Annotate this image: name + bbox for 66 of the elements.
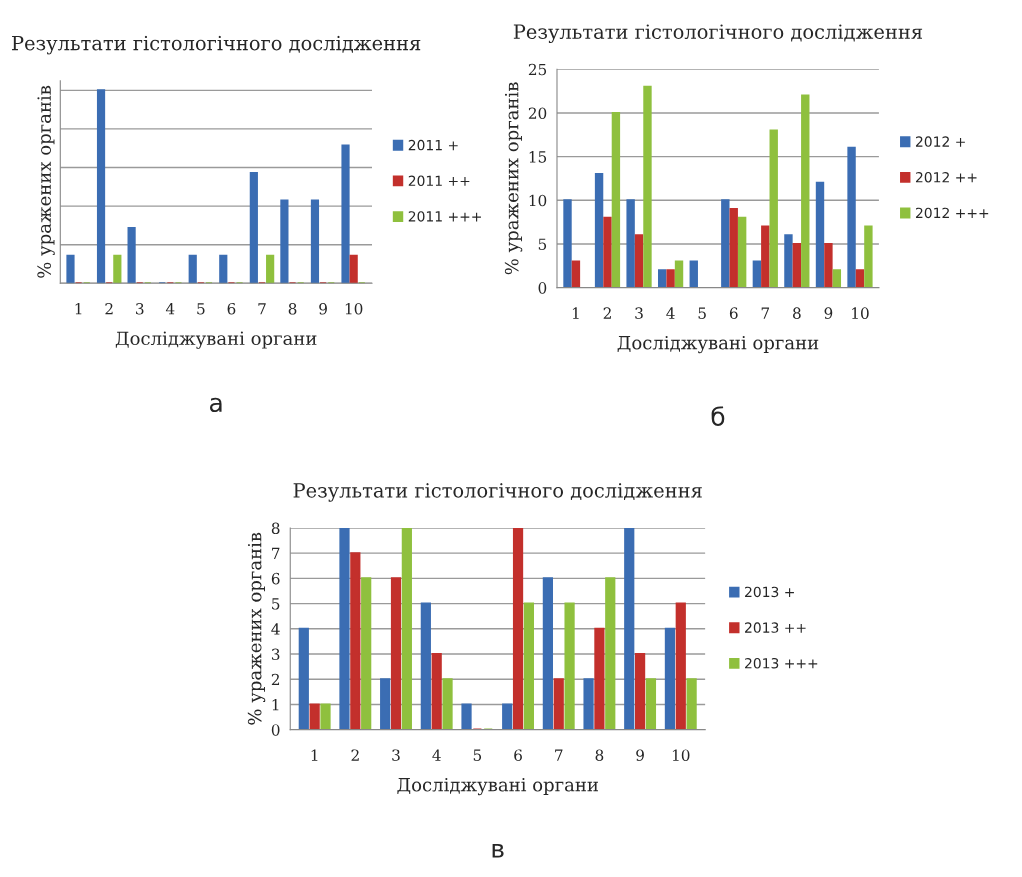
x-axis-title: Досліджувані органи [617,335,819,354]
legend-label: 2013 ++ [745,622,806,633]
x-tick-label: 5 [197,303,205,315]
x-tick-label: 1 [572,307,579,319]
y-tick-label: 5 [538,238,547,250]
x-tick-label: 1 [75,302,82,315]
x-tick-label: 5 [698,307,706,319]
x-tick-label: 3 [392,749,400,761]
x-tick-label: 8 [793,307,801,319]
y-tick-label: 6 [271,572,280,585]
legend-label: 2013 +++ [745,658,818,669]
x-tick-label: 6 [729,307,738,319]
legend-label: 2012 ++ [915,171,977,183]
legend-label: 2011 ++ [408,175,470,187]
x-tick-label: 9 [824,307,833,319]
x-tick-label: 10 [852,307,869,319]
y-tick-label: 7 [272,547,280,559]
y-tick-label: 2 [271,673,280,686]
legend-label: 2011 +++ [408,211,481,222]
text: а [209,397,222,413]
x-tick-label: 5 [473,749,482,761]
y-axis-title: % уражених органів [37,85,55,278]
x-tick-label: 7 [258,303,266,315]
x-tick-label: 6 [227,302,236,315]
x-tick-label: 2 [351,749,359,761]
chart-title: Результати гістологічного дослідження [12,35,421,55]
x-tick-label: 3 [635,307,643,319]
legend-label: 2013 + [745,586,794,598]
y-tick-label: 25 [528,63,547,76]
x-tick-label: 8 [288,302,297,315]
x-tick-label: 8 [595,749,604,761]
y-tick-label: 8 [271,522,280,534]
y-axis-title: % уражених органів [504,82,523,275]
x-tick-label: 2 [105,302,113,315]
y-tick-label: 0 [538,282,547,294]
x-tick-label: 9 [319,302,327,315]
legend-label: 2012 +++ [915,207,989,219]
x-tick-label: 9 [636,749,644,761]
y-tick-label: 10 [529,194,547,207]
x-tick-label: 7 [761,307,770,319]
x-tick-label: 10 [672,749,690,761]
x-axis-title: Досліджувані органи [397,777,598,796]
y-tick-label: 20 [528,107,547,119]
y-axis-title: % уражених органів [247,532,266,725]
chart-title: Результати гістологічного дослідження [293,483,702,502]
y-tick-label: 4 [271,623,280,635]
y-tick-label: 0 [271,724,280,736]
x-tick-label: 6 [514,749,522,761]
x-tick-label: 4 [432,749,441,761]
y-tick-label: 5 [272,598,280,610]
x-tick-label: 4 [165,302,175,315]
text: в [492,843,504,858]
x-tick-label: 3 [136,302,144,315]
x-axis-title: Досліджувані органи [115,331,317,349]
y-tick-label: 15 [529,151,547,163]
x-tick-label: 10 [345,302,363,315]
legend-label: 2011 + [408,139,458,151]
x-tick-label: 2 [603,307,611,319]
y-tick-label: 1 [272,698,279,711]
y-tick-label: 3 [271,648,280,661]
text: б [711,406,725,426]
legend-label: 2012 + [915,136,965,147]
x-tick-label: 7 [555,749,563,761]
x-tick-label: 4 [666,307,675,319]
chart-title: Результати гістологічного дослідження [513,24,923,44]
x-tick-label: 1 [311,749,318,761]
